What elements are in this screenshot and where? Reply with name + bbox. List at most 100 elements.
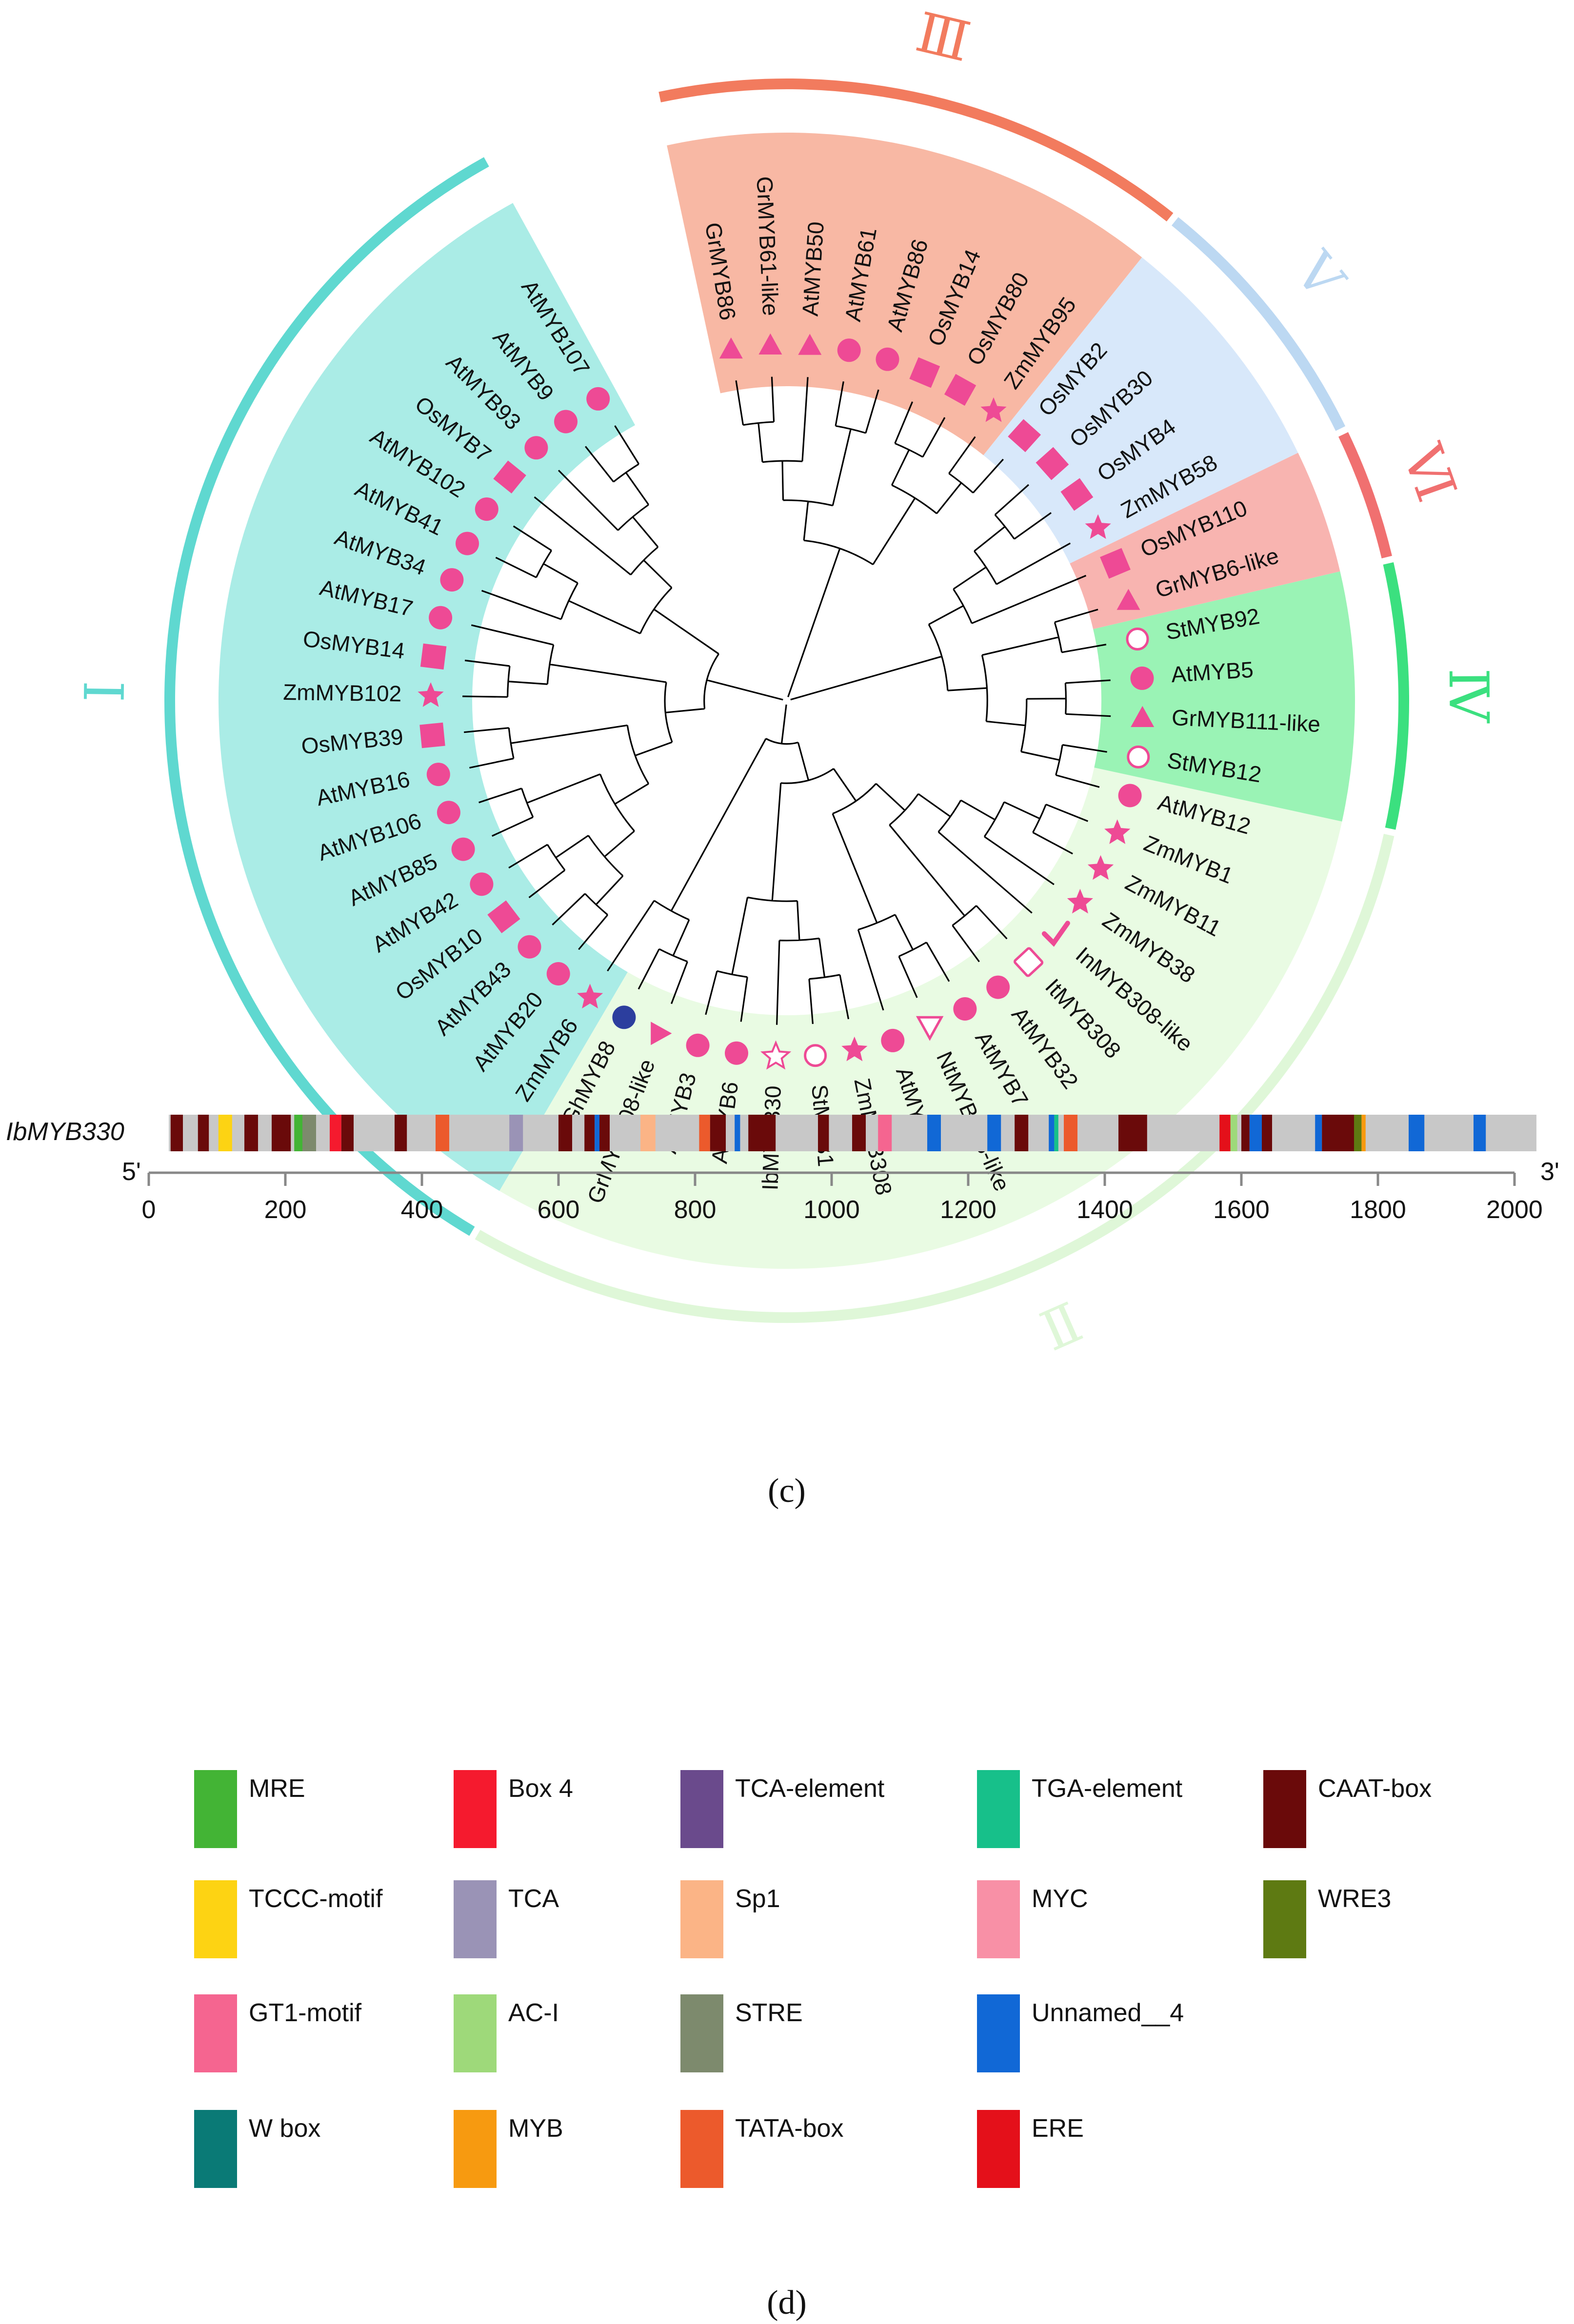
clade-arc-V	[1171, 217, 1346, 431]
clade-sector-VI	[1070, 453, 1340, 630]
clade-numeral-IV: Ⅳ	[1437, 668, 1498, 724]
element-caat-box	[395, 1115, 407, 1151]
legend-label-ere: ERE	[1032, 2114, 1084, 2143]
legend: MRE Box 4 TCA-element TGA-element CAAT-box TC…	[194, 1770, 1432, 2188]
element-unnamed-4	[987, 1115, 1001, 1151]
legend-swatch-sp1	[680, 1880, 723, 1958]
legend-label-wre3: WRE3	[1318, 1885, 1391, 1913]
leaf-marker-AtMYB5	[1130, 666, 1154, 690]
element-caat-box	[341, 1115, 354, 1151]
legend-swatch-box-4	[454, 1770, 497, 1848]
x-tick-label: 1600	[1213, 1196, 1270, 1224]
legend-swatch-gt1-motif	[194, 1994, 237, 2072]
x-tick-label: 800	[674, 1196, 717, 1224]
panel-d-label: (d)	[767, 2284, 807, 2322]
clade-numeral-II: Ⅱ	[1031, 1289, 1090, 1359]
legend-label-sp1: Sp1	[735, 1885, 780, 1913]
leaf-marker-AtMYB43	[518, 935, 541, 959]
clade-sector-V	[983, 257, 1298, 564]
strand-5-prime: 5'	[122, 1158, 141, 1186]
clade-numeral-I: Ⅰ	[76, 680, 137, 703]
element-wre3	[1354, 1115, 1362, 1151]
element-sp1	[640, 1115, 656, 1151]
branch-lines	[462, 376, 1111, 1025]
leaf-marker-NtMYB308-like	[916, 1016, 944, 1041]
leaf-marker-IbMYB330	[760, 1040, 792, 1070]
leaf-marker-AtMYB4	[881, 1028, 905, 1052]
leaf-markers	[418, 333, 1155, 1070]
element-ac-i	[1230, 1115, 1237, 1151]
leaf-marker-AtMYB85	[451, 837, 475, 861]
leaf-label-GrMYB61-like: GrMYB61-like	[752, 176, 783, 316]
leaf-marker-AtMYB32	[986, 975, 1010, 999]
legend-label-w-box: W box	[249, 2114, 320, 2143]
legend-label-ac-i: AC-I	[508, 1999, 559, 2027]
legend-label-myc: MYC	[1032, 1885, 1088, 1913]
leaf-marker-AtMYB6	[725, 1041, 748, 1065]
leaf-marker-GrMYB61-like	[758, 333, 782, 355]
legend-swatch-ere	[977, 2110, 1020, 2188]
legend-label-box-4: Box 4	[508, 1774, 573, 1803]
x-tick-label: 400	[401, 1196, 443, 1224]
leaf-marker-AtMYB50	[798, 334, 822, 355]
clade-outer-arcs	[164, 79, 1410, 1323]
legend-label-tga-element: TGA-element	[1032, 1774, 1183, 1803]
clade-numeral-III: Ⅲ	[910, 2, 976, 74]
legend-label-tata-box: TATA-box	[735, 2114, 843, 2143]
leaf-marker-AtMYB34	[440, 568, 464, 592]
leaf-marker-OsMYB39	[419, 722, 445, 748]
tree-branches	[462, 376, 1111, 1025]
cis-elements	[170, 1115, 1486, 1151]
legend-swatch-unnamed-4	[977, 1994, 1020, 2072]
element-caat-box	[1322, 1115, 1354, 1151]
leaf-marker-OsMYB14	[909, 357, 940, 388]
x-tick-label: 1800	[1350, 1196, 1406, 1224]
leaf-label-AtMYB50: AtMYB50	[797, 221, 828, 317]
leaf-marker-OsMYB30	[1036, 447, 1069, 480]
leaf-marker-GrMYB6-like	[1116, 589, 1140, 610]
clade-arc-III	[658, 79, 1174, 222]
element-tca	[509, 1115, 523, 1151]
element-caat-box	[852, 1115, 866, 1151]
legend-label-stre: STRE	[735, 1999, 803, 2027]
element-unnamed-4	[1409, 1115, 1425, 1151]
element-caat-box	[584, 1115, 595, 1151]
leaf-marker-AtMYB17	[429, 606, 453, 630]
element-caat-box	[272, 1115, 291, 1151]
element-caat-box	[748, 1115, 776, 1151]
leaf-marker-AtMYB12	[1118, 784, 1142, 807]
x-tick-label: 2000	[1486, 1196, 1543, 1224]
leaf-marker-AtMYB61	[837, 338, 861, 362]
element-myb	[1361, 1115, 1366, 1151]
element-caat-box	[170, 1115, 183, 1151]
element-tga-element	[1054, 1115, 1058, 1151]
legend-swatch-tca	[454, 1880, 497, 1958]
legend-label-tccc-motif: TCCC-motif	[249, 1885, 383, 1913]
x-tick-label: 600	[538, 1196, 580, 1224]
leaf-marker-GrMYB308-like	[651, 1022, 672, 1045]
leaf-marker-ZmMYB11	[1087, 855, 1114, 880]
element-caat-box	[1015, 1115, 1029, 1151]
clade-arc-IV	[1383, 562, 1410, 830]
legend-swatch-stre	[680, 1994, 723, 2072]
element-caat-box	[244, 1115, 258, 1151]
legend-swatch-myb	[454, 2110, 497, 2188]
element-gt1-motif	[878, 1115, 892, 1151]
element-caat-box	[1118, 1115, 1147, 1151]
element-stre	[302, 1115, 316, 1151]
element-ere	[1219, 1115, 1231, 1151]
legend-swatch-wre3	[1263, 1880, 1306, 1958]
leaf-marker-AtMYB3	[686, 1033, 710, 1057]
element-unnamed-4	[927, 1115, 941, 1151]
legend-swatch-mre	[194, 1770, 237, 1848]
element-unnamed-4	[1249, 1115, 1262, 1151]
leaf-marker-StMYB92	[1126, 628, 1149, 650]
leaf-marker-AtMYB106	[437, 801, 460, 825]
leaf-marker-ZmMYB6	[577, 984, 603, 1009]
element-caat-box	[710, 1115, 726, 1151]
element-caat-box	[558, 1115, 572, 1151]
element-unnamed-4	[1474, 1115, 1486, 1151]
element-unnamed-4	[1315, 1115, 1322, 1151]
element-caat-box	[818, 1115, 829, 1151]
leaf-marker-InMYB308-like	[1041, 921, 1070, 947]
